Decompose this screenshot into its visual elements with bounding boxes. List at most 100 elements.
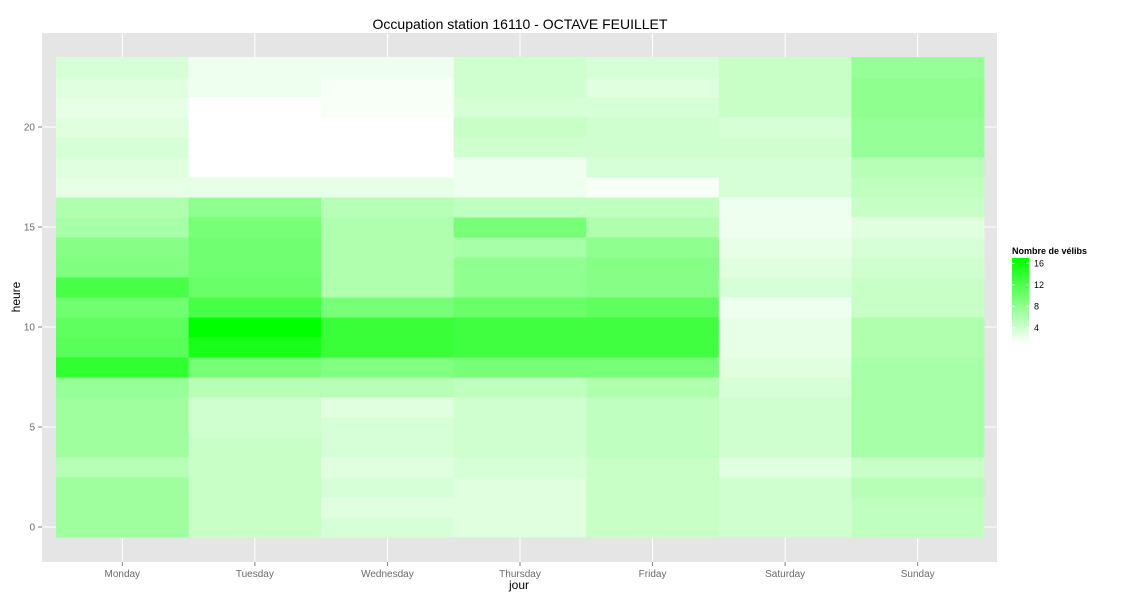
legend-colorbar — [1012, 258, 1029, 344]
heatmap-cell — [56, 137, 190, 158]
color-legend: Nombre de vélibs 4 8 12 16 — [1012, 246, 1087, 344]
heatmap-cell — [453, 257, 587, 278]
heatmap-cell — [718, 97, 852, 118]
heatmap-cell — [321, 417, 455, 438]
legend-title: Nombre de vélibs — [1012, 246, 1087, 256]
heatmap-cell — [718, 517, 852, 538]
heatmap-cell — [321, 357, 455, 378]
heatmap-cell — [56, 377, 190, 398]
heatmap-cell — [321, 517, 455, 538]
heatmap-cell — [851, 457, 985, 478]
heatmap-cell — [851, 177, 985, 198]
heatmap-cell — [56, 517, 190, 538]
heatmap-cell — [453, 337, 587, 358]
heatmap-cell — [851, 257, 985, 278]
heatmap-cell — [56, 57, 190, 78]
heatmap-cell — [321, 317, 455, 338]
heatmap-cell — [851, 397, 985, 418]
heatmap-cell — [188, 317, 322, 338]
heatmap-cell — [718, 157, 852, 178]
heatmap-cell — [321, 397, 455, 418]
heatmap-cell — [586, 477, 720, 498]
heatmap-cell — [718, 477, 852, 498]
heatmap-cell — [453, 97, 587, 118]
heatmap-cell — [718, 317, 852, 338]
heatmap-cell — [188, 437, 322, 458]
heatmap-cell — [851, 437, 985, 458]
heatmap-cell — [453, 117, 587, 138]
heatmap-cell — [851, 57, 985, 78]
heatmap-cell — [188, 457, 322, 478]
chart-title: Occupation station 16110 - OCTAVE FEUILL… — [373, 16, 668, 32]
heatmap-cell — [586, 317, 720, 338]
heatmap-cell — [56, 497, 190, 518]
heatmap-cell — [188, 57, 322, 78]
heatmap-cell — [56, 317, 190, 338]
y-tick-label: 15 — [24, 223, 36, 234]
heatmap-cell — [188, 517, 322, 538]
heatmap-cell — [851, 337, 985, 358]
heatmap-cell — [321, 237, 455, 258]
heatmap-cell — [321, 337, 455, 358]
heatmap-cell — [56, 217, 190, 238]
heatmap-cell — [321, 197, 455, 218]
heatmap-cell — [56, 117, 190, 138]
heatmap-cell — [586, 197, 720, 218]
heatmap-cell — [851, 97, 985, 118]
heatmap-cell — [321, 137, 455, 158]
y-axis-title: heure — [9, 281, 23, 312]
heatmap-cell — [56, 357, 190, 378]
legend-label: 16 — [1034, 258, 1044, 268]
heatmap-cell — [586, 377, 720, 398]
heatmap-cell — [851, 297, 985, 318]
heatmap-cell — [453, 297, 587, 318]
heatmap-cell — [851, 377, 985, 398]
heatmap-cell — [321, 157, 455, 178]
heatmap-cell — [586, 497, 720, 518]
heatmap-cell — [56, 197, 190, 218]
heatmap-cell — [56, 337, 190, 358]
heatmap-cell — [321, 97, 455, 118]
heatmap-cell — [188, 237, 322, 258]
heatmap-cell — [453, 397, 587, 418]
heatmap-cell — [188, 357, 322, 378]
heatmap-cell — [321, 217, 455, 238]
heatmap-cell — [718, 377, 852, 398]
heatmap-cell — [586, 57, 720, 78]
heatmap-cell — [321, 297, 455, 318]
heatmap-cell — [586, 277, 720, 298]
legend-label: 8 — [1034, 301, 1039, 311]
x-tick-label: Sunday — [901, 569, 935, 580]
heatmap-cell — [321, 377, 455, 398]
heatmap-cell — [188, 157, 322, 178]
heatmap-cell — [851, 277, 985, 298]
heatmap-cell — [718, 217, 852, 238]
y-tick-label: 20 — [24, 123, 36, 134]
heatmap-cell — [188, 77, 322, 98]
heatmap-cell — [453, 277, 587, 298]
x-tick-label: Saturday — [765, 569, 805, 580]
heatmap-cell — [586, 217, 720, 238]
heatmap-cell — [188, 397, 322, 418]
heatmap-cell — [851, 357, 985, 378]
heatmap-cell — [586, 297, 720, 318]
x-tick-label: Wednesday — [361, 569, 414, 580]
heatmap-cell — [321, 257, 455, 278]
heatmap-cell — [56, 397, 190, 418]
heatmap-cell — [718, 117, 852, 138]
heatmap-cell — [56, 417, 190, 438]
heatmap-cell — [453, 237, 587, 258]
heatmap-cell — [586, 117, 720, 138]
heatmap-cell — [453, 217, 587, 238]
heatmap-cell — [718, 57, 852, 78]
heatmap-cell — [851, 517, 985, 538]
heatmap-cell — [453, 437, 587, 458]
heatmap-cell — [56, 257, 190, 278]
heatmap-cell — [453, 377, 587, 398]
heatmap-cell — [188, 117, 322, 138]
heatmap-cell — [453, 197, 587, 218]
heatmap-cell — [718, 397, 852, 418]
heatmap-cell — [718, 77, 852, 98]
heatmap-cell — [718, 417, 852, 438]
heatmap-cell — [586, 97, 720, 118]
